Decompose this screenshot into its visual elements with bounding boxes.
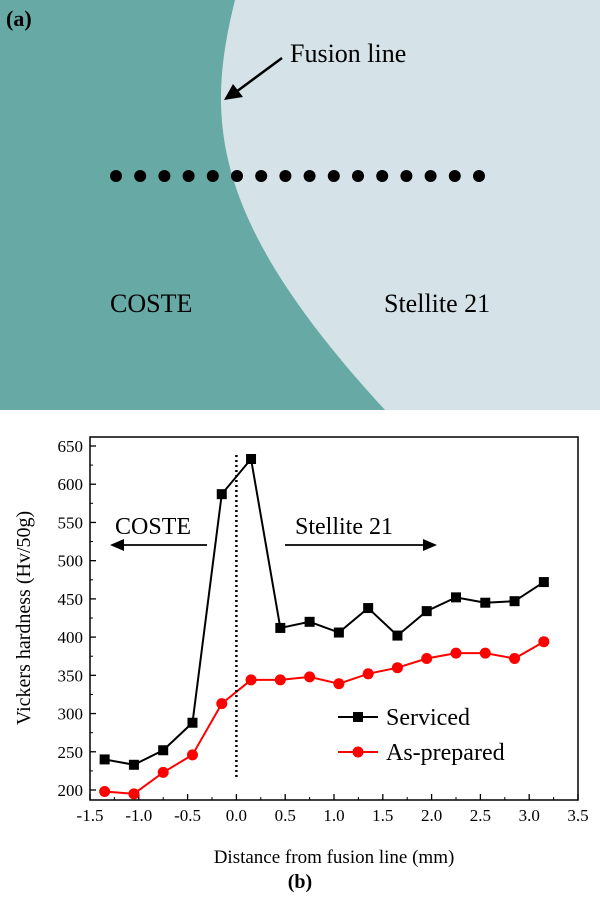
legend-asprepared-label: As-prepared: [386, 740, 505, 766]
x-tick-label: -1.5: [77, 806, 104, 825]
data-point-as-prepared: [479, 647, 491, 659]
fusion-line-annotation: Fusion line: [290, 39, 406, 68]
coste-arrowhead: [110, 539, 124, 551]
data-point-serviced: [509, 596, 520, 607]
data-point-as-prepared: [509, 653, 521, 665]
x-tick-label: 0.0: [226, 806, 247, 825]
data-point-serviced: [99, 754, 110, 765]
legend-asprepared-marker: [352, 746, 364, 758]
series-line-as-prepared: [104, 640, 545, 795]
indentation-dot: [352, 170, 364, 182]
data-point-serviced: [421, 606, 432, 617]
x-tick-label: 2.5: [470, 806, 491, 825]
indentation-dot: [424, 170, 437, 182]
data-point-serviced: [363, 603, 374, 614]
stellite-arrowhead: [423, 539, 437, 551]
x-tick-label: 3.5: [567, 806, 588, 825]
x-tick-label: 0.5: [275, 806, 296, 825]
data-point-as-prepared: [157, 766, 169, 778]
stellite-region: [220, 0, 600, 410]
legend-serviced-marker: [353, 712, 363, 722]
indentation-dot: [448, 170, 461, 182]
data-point-serviced: [304, 616, 315, 627]
y-tick-label: 450: [58, 590, 84, 609]
y-tick-label: 500: [58, 552, 84, 571]
indentation-dot: [400, 170, 413, 182]
legend-serviced-label: Serviced: [386, 705, 470, 731]
coste-region-label: COSTE: [115, 514, 191, 540]
panel-b-label: (b): [288, 871, 312, 893]
y-tick-label: 550: [58, 513, 84, 532]
y-tick-label: 200: [58, 781, 84, 800]
y-tick-label: 400: [58, 628, 84, 647]
indentation-dot: [279, 170, 292, 182]
data-point-as-prepared: [304, 671, 316, 683]
fusion-line-arrowhead: [224, 84, 243, 100]
data-point-serviced: [275, 622, 286, 633]
data-point-serviced: [128, 759, 139, 770]
hardness-chart: -1.5 -1.0 -0.5 0.0 0.5 1.0 1.5 2.0 2.5 3.0 3.5 200 2…: [13, 436, 589, 893]
coste-label: COSTE: [110, 289, 192, 318]
indentation-dot: [206, 170, 219, 182]
data-point-serviced: [187, 717, 198, 728]
data-point-as-prepared: [274, 674, 286, 686]
fusion-line-arrow: [235, 56, 283, 94]
indentation-dot: [110, 170, 122, 182]
series-line-serviced: [104, 456, 545, 766]
indentation-dot: [134, 170, 147, 182]
data-point-as-prepared: [245, 674, 257, 686]
x-tick-label: 1.5: [372, 806, 393, 825]
data-point-serviced: [538, 577, 549, 588]
data-point-as-prepared: [186, 749, 198, 761]
plot-frame: [89, 436, 579, 801]
data-point-as-prepared: [391, 662, 403, 674]
data-point-as-prepared: [333, 678, 345, 690]
data-point-as-prepared: [421, 653, 433, 665]
stellite-region-label: Stellite 21: [295, 514, 393, 540]
y-tick-label: 300: [58, 705, 84, 724]
data-point-as-prepared: [99, 786, 111, 798]
x-tick-label: -1.0: [125, 806, 152, 825]
indentation-dot: [255, 170, 268, 182]
y-tick-label: 650: [58, 437, 84, 456]
data-point-as-prepared: [362, 668, 374, 680]
indentation-dot: [303, 170, 316, 182]
y-axis-label: Vickers hardness (Hv/50g): [13, 511, 35, 725]
data-point-serviced: [216, 489, 227, 500]
data-point-serviced: [451, 592, 461, 603]
indentation-dot: [231, 170, 243, 182]
x-tick-label: -0.5: [174, 806, 201, 825]
y-tick-label: 600: [58, 475, 84, 494]
indentation-dot: [473, 170, 485, 182]
y-tick-label: 350: [58, 666, 84, 685]
data-point-serviced: [158, 745, 169, 756]
indentation-dot: [182, 170, 195, 182]
data-point-serviced: [246, 453, 257, 464]
y-tick-label: 250: [58, 743, 84, 762]
legend: Serviced As-prepared: [338, 705, 505, 766]
data-point-as-prepared: [128, 788, 140, 800]
indentation-points: [110, 170, 485, 182]
data-point-serviced: [333, 627, 344, 638]
data-point-as-prepared: [538, 636, 550, 648]
stellite-label: Stellite 21: [384, 289, 490, 318]
x-axis-label: Distance from fusion line (mm): [214, 847, 455, 868]
indentation-dot: [376, 170, 389, 182]
indentation-dot: [158, 170, 171, 182]
data-point-as-prepared: [216, 698, 228, 710]
x-tick-label: 2.0: [421, 806, 442, 825]
indentation-dot: [327, 170, 340, 182]
x-tick-label: 3.0: [519, 806, 540, 825]
x-tick-label: 1.0: [323, 806, 344, 825]
data-point-serviced: [480, 597, 491, 608]
micrograph-schematic: (a) Fusion line COSTE Stellite 21: [0, 0, 600, 410]
data-point-as-prepared: [450, 647, 462, 659]
panel-a-label: (a): [6, 6, 32, 31]
data-point-serviced: [392, 630, 403, 641]
